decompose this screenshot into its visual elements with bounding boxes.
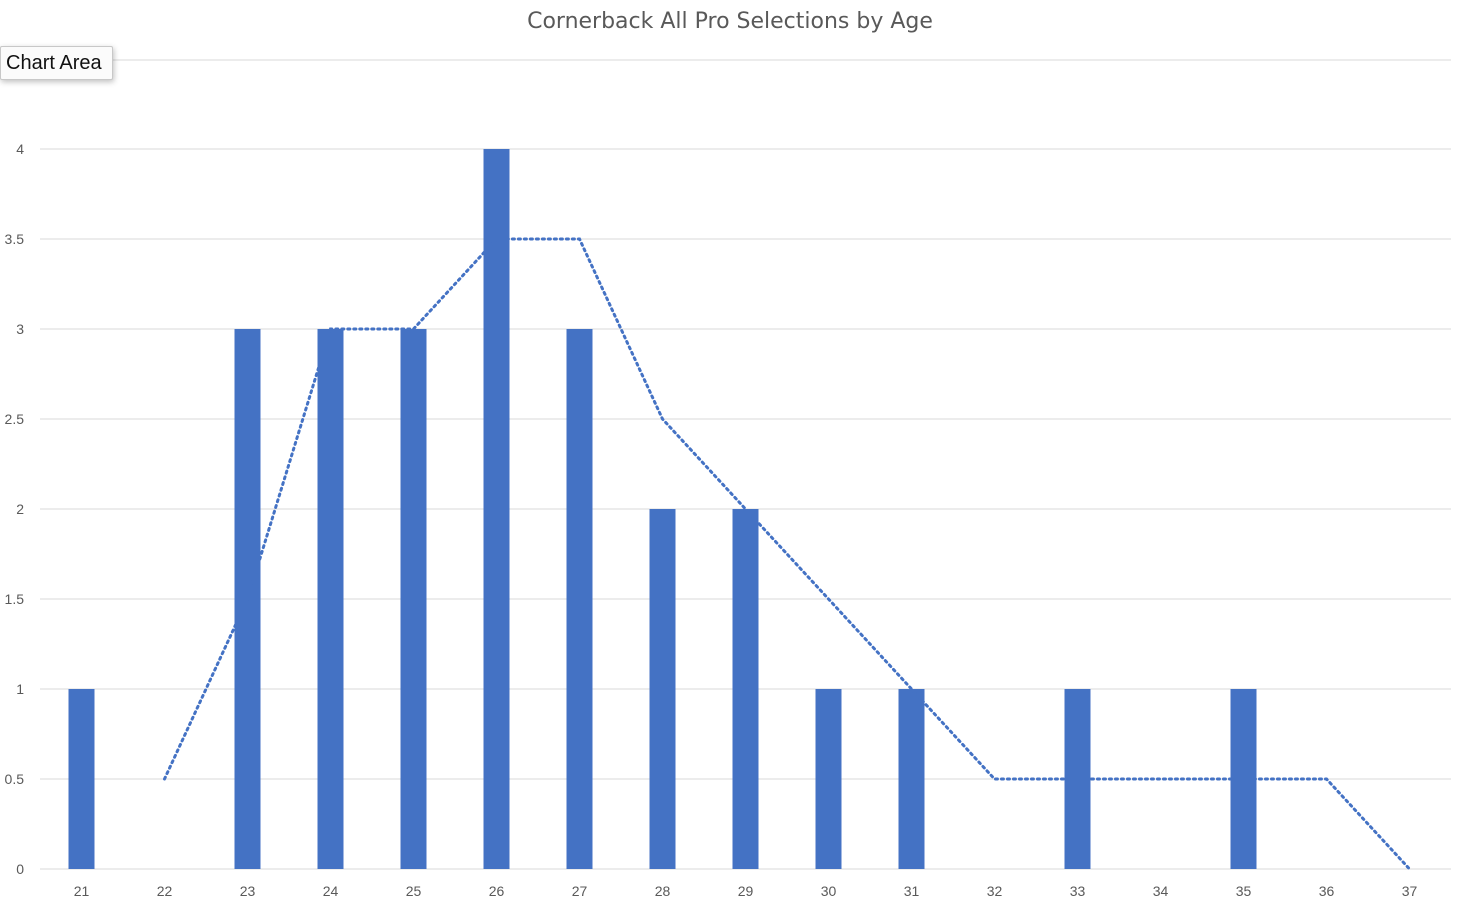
bar-series bbox=[68, 149, 1257, 869]
x-tick-label: 29 bbox=[738, 883, 754, 899]
bar-21[interactable] bbox=[68, 689, 95, 869]
bar-29[interactable] bbox=[732, 509, 759, 869]
moving-average-trendline[interactable] bbox=[163, 237, 1411, 871]
bar-25[interactable] bbox=[400, 329, 427, 869]
bar-24[interactable] bbox=[317, 329, 344, 869]
bar-30[interactable] bbox=[815, 689, 842, 869]
y-tick-label: 4 bbox=[16, 141, 24, 157]
y-tick-label: 0 bbox=[16, 861, 24, 877]
x-tick-label: 30 bbox=[821, 883, 837, 899]
y-tick-label: 2.5 bbox=[5, 411, 25, 427]
chart-title: Cornerback All Pro Selections by Age bbox=[527, 9, 933, 34]
y-tick-label: 1 bbox=[16, 681, 24, 697]
x-tick-label: 37 bbox=[1402, 883, 1418, 899]
trendline-series bbox=[163, 237, 1411, 871]
x-axis-ticks: 21 22 23 24 25 26 27 28 29 30 31 32 33 34 35 36 37 bbox=[74, 883, 1418, 899]
x-tick-label: 26 bbox=[489, 883, 505, 899]
y-tick-label: 1.5 bbox=[5, 591, 25, 607]
y-tick-label: 3.5 bbox=[5, 231, 25, 247]
x-tick-label: 31 bbox=[904, 883, 920, 899]
y-tick-label: 3 bbox=[16, 321, 24, 337]
x-tick-label: 32 bbox=[987, 883, 1003, 899]
x-tick-label: 23 bbox=[240, 883, 256, 899]
x-tick-label: 22 bbox=[157, 883, 173, 899]
x-tick-label: 34 bbox=[1153, 883, 1169, 899]
bar-31[interactable] bbox=[898, 689, 925, 869]
y-tick-label: 0.5 bbox=[5, 771, 25, 787]
y-axis-ticks: 0 0.5 1 1.5 2 2.5 3 3.5 4 bbox=[5, 141, 25, 877]
x-tick-label: 24 bbox=[323, 883, 339, 899]
x-tick-label: 33 bbox=[1070, 883, 1086, 899]
x-tick-label: 36 bbox=[1319, 883, 1335, 899]
bar-28[interactable] bbox=[649, 509, 676, 869]
x-tick-label: 25 bbox=[406, 883, 422, 899]
bar-27[interactable] bbox=[566, 329, 593, 869]
x-tick-label: 27 bbox=[572, 883, 588, 899]
x-tick-label: 21 bbox=[74, 883, 90, 899]
bar-26[interactable] bbox=[483, 149, 510, 869]
x-tick-label: 35 bbox=[1236, 883, 1252, 899]
x-tick-label: 28 bbox=[655, 883, 671, 899]
chart-area-tooltip: Chart Area bbox=[0, 46, 113, 80]
y-tick-label: 2 bbox=[16, 501, 24, 517]
